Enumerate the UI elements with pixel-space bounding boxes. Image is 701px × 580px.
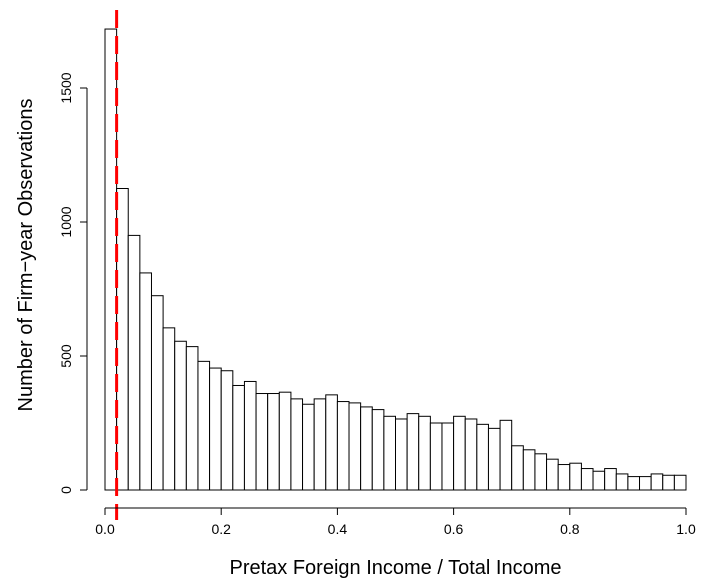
histogram-bar [639,476,652,491]
x-tick-label: 0.8 [560,521,580,537]
x-axis-title: Pretax Foreign Income / Total Income [229,557,561,579]
histogram-bar [348,402,362,491]
histogram-bar [429,422,443,491]
histogram-bar [371,409,385,491]
histogram-bar [174,340,187,491]
y-tick-label: 1000 [58,206,74,237]
histogram-bar [395,418,408,491]
histogram-bar [302,403,315,491]
x-tick-label: 1.0 [676,521,696,537]
histogram-bars [104,28,687,491]
histogram-bar [557,464,571,491]
x-tick-label: 0.4 [328,521,348,537]
histogram-bar [592,470,606,491]
histogram-bar [116,188,129,491]
x-tick-label: 0.6 [444,521,464,537]
y-axis: 0 500 1000 1500 [58,72,88,494]
histogram-bar [209,367,222,491]
histogram-bar [243,380,257,491]
histogram-bar [139,272,152,491]
histogram-bar [104,28,118,491]
histogram-bar [383,415,397,491]
histogram-bar [546,458,559,491]
histogram-bar [511,445,524,491]
histogram-bar [418,415,431,491]
y-tick-label: 500 [58,344,74,368]
histogram-bar [580,468,594,491]
histogram-bar [220,370,234,491]
histogram-bar [255,393,269,491]
histogram-bar [290,398,304,491]
histogram-bar [453,415,466,491]
histogram-bar [313,398,327,491]
histogram-bar [615,473,629,491]
histogram-bar [336,401,350,491]
y-tick-label: 1500 [58,72,74,103]
x-tick-label: 0.2 [211,521,231,537]
histogram-bar [406,413,420,491]
histogram-bar [662,474,675,491]
y-axis-title: Number of Firm−year Observations [15,99,37,412]
histogram-bar [127,234,141,491]
histogram-bar [569,462,582,491]
histogram-bar [267,393,280,491]
x-tick-label: 0.0 [95,521,115,537]
x-axis: 0.0 0.2 0.4 0.6 0.8 1.0 [95,507,696,537]
histogram-bar [534,453,548,491]
histogram-bar [325,394,338,491]
histogram-bar [522,449,536,491]
histogram-bar [360,406,373,491]
histogram-bar [673,474,687,491]
histogram-bar [499,419,513,491]
y-tick-label: 0 [58,486,74,494]
histogram-bar [232,384,245,491]
histogram-bar [162,327,176,491]
histogram-bar [476,423,489,491]
histogram-bar [441,422,455,491]
histogram-bar [185,346,199,491]
histogram-bar [604,468,617,491]
histogram-bar [197,360,211,491]
histogram-bar [650,473,664,491]
histogram-bar [150,295,164,491]
histogram-bar [278,391,292,491]
histogram-bar [464,418,478,491]
histogram-bar [487,427,501,491]
histogram-bar [627,476,641,491]
